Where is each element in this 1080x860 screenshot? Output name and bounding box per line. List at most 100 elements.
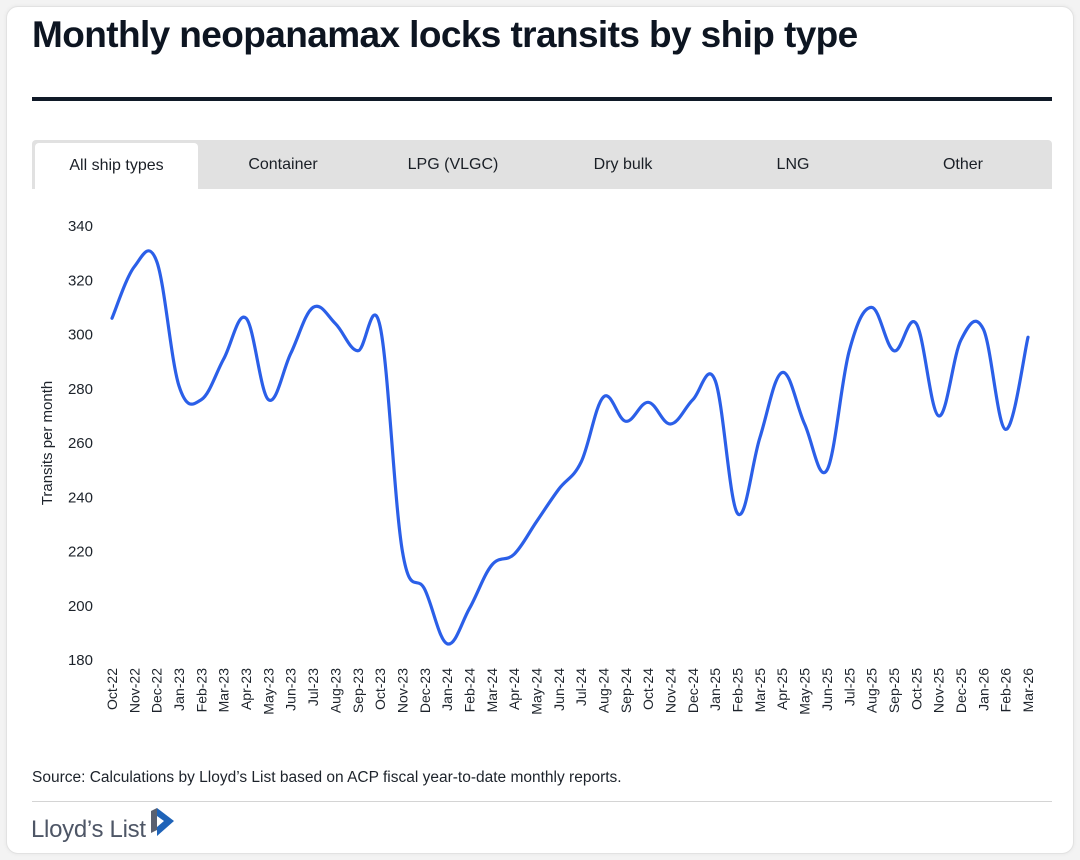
- data-point[interactable]: Mar-26: 299: [1022, 331, 1034, 343]
- data-point[interactable]: Oct-24: 275: [642, 396, 654, 408]
- y-tick-label: 200: [68, 598, 93, 615]
- tab-lpg-vlgc[interactable]: LPG (VLGC): [407, 155, 499, 173]
- data-point[interactable]: Sep-23: 294: [352, 345, 364, 357]
- data-point[interactable]: Jun-24: 243: [553, 483, 565, 495]
- x-tick-label: Oct-22: [104, 668, 120, 710]
- data-point[interactable]: Jan-23: 281: [173, 380, 185, 392]
- data-point[interactable]: Jun-23: 293: [285, 347, 297, 359]
- series-line-all-ship-types: [110, 249, 1030, 646]
- y-tick-label: 240: [68, 489, 93, 506]
- tab-all-ship-types[interactable]: All ship types: [35, 143, 198, 189]
- data-point[interactable]: Jan-24: 186: [441, 638, 453, 650]
- logo-text: Lloyd’s List: [31, 816, 146, 843]
- tab-dry-bulk[interactable]: Dry bulk: [593, 155, 653, 173]
- x-tick-label: Feb-25: [730, 668, 746, 713]
- x-tick-label: Dec-23: [417, 668, 433, 713]
- x-tick-label: Dec-22: [149, 668, 165, 713]
- x-tick-label: Mar-25: [752, 668, 768, 713]
- x-tick-label: Jul-23: [305, 668, 321, 706]
- data-point[interactable]: Aug-24: 277: [598, 391, 610, 403]
- data-point[interactable]: Jan-25: 283: [709, 375, 721, 387]
- tab-lng[interactable]: LNG: [776, 155, 810, 173]
- x-tick-label: Feb-24: [461, 668, 477, 713]
- data-point[interactable]: Jul-24: 253: [575, 456, 587, 468]
- data-point[interactable]: May-23: 276: [262, 394, 274, 406]
- x-tick-label: May-23: [260, 668, 276, 715]
- y-axis: 340 320 300 280 260 240 220 200 180: [68, 218, 93, 669]
- x-tick-label: Feb-23: [193, 668, 209, 713]
- x-tick-label: Jun-23: [283, 668, 299, 711]
- page-title: Monthly neopanamax locks transits by shi…: [32, 14, 858, 55]
- x-axis: Oct-22 Nov-22 Dec-22 Jan-23 Feb-23 Mar-23 Apr-…: [104, 668, 1036, 715]
- y-tick-label: 280: [68, 381, 93, 398]
- x-tick-label: Jan-25: [707, 668, 723, 711]
- x-tick-label: Aug-24: [596, 668, 612, 713]
- x-tick-label: Jan-26: [975, 668, 991, 711]
- data-point[interactable]: Feb-25: 234: [732, 508, 744, 520]
- x-tick-label: Oct-25: [908, 668, 924, 710]
- data-point[interactable]: Jul-23: 310: [307, 301, 319, 313]
- x-tick-label: Sep-25: [886, 668, 902, 713]
- x-tick-label: Nov-23: [394, 668, 410, 713]
- data-point[interactable]: Mar-25: 262: [754, 432, 766, 444]
- x-tick-label: Jun-24: [551, 668, 567, 711]
- data-point[interactable]: Jun-25: 250: [821, 464, 833, 476]
- data-point[interactable]: Apr-24: 219: [508, 548, 520, 560]
- data-point[interactable]: Aug-23: 304: [329, 318, 341, 330]
- y-tick-label: 180: [68, 652, 93, 669]
- data-point[interactable]: Jul-25: 294: [843, 345, 855, 357]
- x-tick-label: Mar-26: [1020, 668, 1036, 713]
- data-point[interactable]: Mar-23: 291: [218, 353, 230, 365]
- data-point[interactable]: Aug-25: 310: [866, 301, 878, 313]
- x-tick-label: Nov-24: [663, 668, 679, 713]
- data-point[interactable]: Oct-22: 306: [106, 312, 118, 324]
- data-point[interactable]: Sep-24: 268: [620, 415, 632, 427]
- data-point[interactable]: Dec-23: 206: [419, 583, 431, 595]
- x-tick-label: Mar-24: [484, 668, 500, 713]
- x-tick-label: Jan-23: [171, 668, 187, 711]
- x-tick-label: Dec-25: [953, 668, 969, 713]
- play-chevron-icon: [150, 808, 174, 836]
- data-point[interactable]: Dec-24: 276: [687, 394, 699, 406]
- x-tick-label: Oct-24: [640, 668, 656, 710]
- data-point[interactable]: Feb-26: 265: [1000, 423, 1012, 435]
- y-tick-label: 300: [68, 327, 93, 344]
- x-tick-label: Feb-26: [998, 668, 1014, 713]
- data-point[interactable]: Feb-23: 276: [195, 394, 207, 406]
- x-tick-label: Jul-24: [573, 668, 589, 706]
- data-point[interactable]: Nov-23: 220: [396, 546, 408, 558]
- data-point[interactable]: May-25: 267: [799, 418, 811, 430]
- x-tick-label: Apr-24: [506, 668, 522, 710]
- footer-divider: [32, 801, 1052, 802]
- data-point[interactable]: Feb-24: 199: [463, 602, 475, 614]
- x-tick-label: Nov-25: [931, 668, 947, 713]
- lloyds-list-logo: Lloyd’s List: [31, 808, 175, 844]
- y-tick-label: 340: [68, 218, 93, 235]
- x-tick-label: Oct-23: [372, 668, 388, 710]
- y-axis-label: Transits per month: [39, 381, 56, 506]
- data-point[interactable]: Jan-26: 302: [977, 323, 989, 335]
- x-tick-label: Apr-23: [238, 668, 254, 710]
- data-point[interactable]: Nov-22: 325: [128, 261, 140, 273]
- x-tick-label: Dec-24: [685, 668, 701, 713]
- x-tick-label: Sep-23: [350, 668, 366, 713]
- data-point[interactable]: Sep-25: 294: [888, 345, 900, 357]
- title-divider: [32, 97, 1052, 101]
- x-tick-label: Jul-25: [841, 668, 857, 706]
- data-point[interactable]: May-24: 231: [530, 516, 542, 528]
- data-point[interactable]: Oct-25: 304: [910, 318, 922, 330]
- x-tick-label: May-24: [528, 668, 544, 715]
- data-point[interactable]: Nov-25: 270: [933, 410, 945, 422]
- data-point[interactable]: Apr-23: 306: [240, 312, 252, 324]
- data-point[interactable]: Oct-23: 303: [374, 320, 386, 332]
- data-point[interactable]: Apr-25: 286: [776, 366, 788, 378]
- tab-other[interactable]: Other: [942, 155, 983, 173]
- x-tick-label: Aug-25: [864, 668, 880, 713]
- data-point[interactable]: Dec-22: 327: [151, 255, 163, 267]
- x-tick-label: Nov-22: [126, 668, 142, 713]
- data-point[interactable]: Mar-24: 215: [486, 559, 498, 571]
- data-point[interactable]: Dec-25: 298: [955, 334, 967, 346]
- data-point[interactable]: Nov-24: 267: [665, 418, 677, 430]
- tab-container[interactable]: Container: [248, 155, 318, 173]
